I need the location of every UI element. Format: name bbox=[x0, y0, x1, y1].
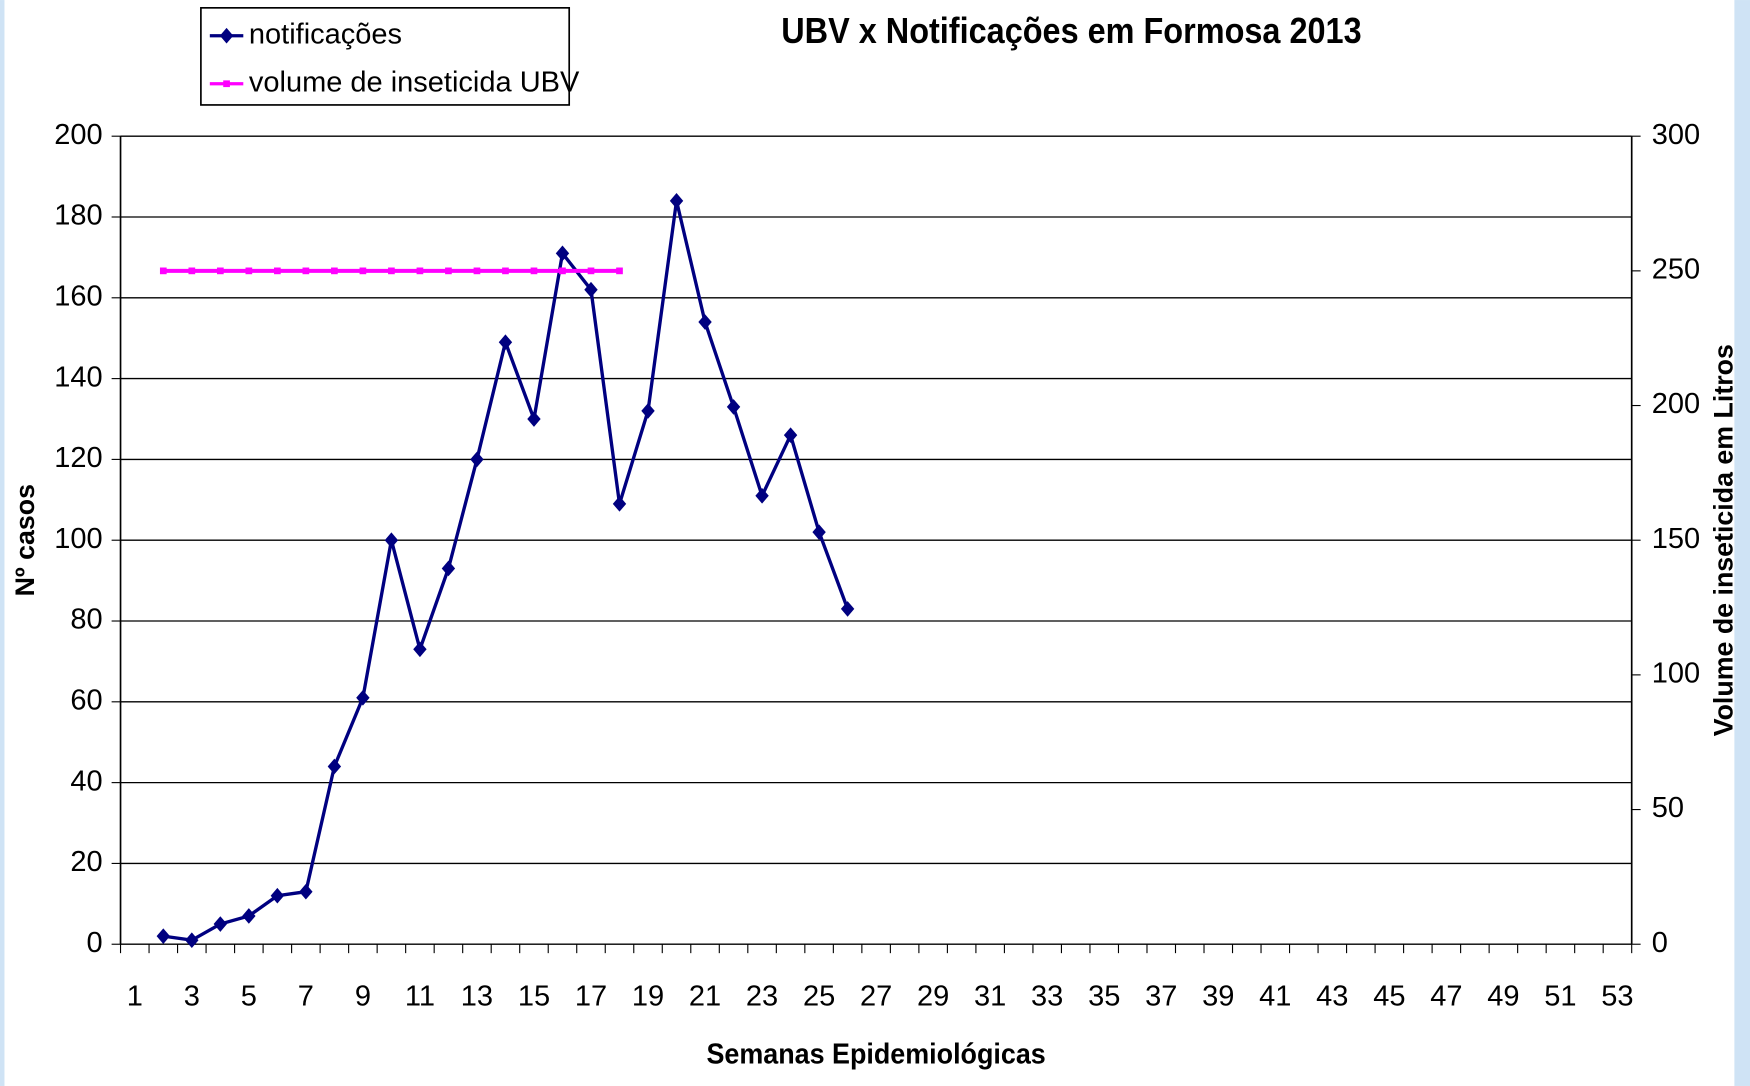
x-tick-label: 39 bbox=[1202, 980, 1234, 1012]
marker bbox=[245, 267, 253, 275]
y-tick-label: 100 bbox=[54, 523, 102, 555]
marker bbox=[213, 916, 228, 932]
marker bbox=[498, 334, 513, 351]
x-tick-label: 37 bbox=[1145, 980, 1177, 1012]
x-tick-label: 15 bbox=[518, 980, 550, 1012]
x-tick-label: 17 bbox=[575, 980, 607, 1012]
x-tick-label: 25 bbox=[803, 980, 835, 1012]
y2-axis-title: Volume de inseticida em Litros bbox=[1709, 344, 1739, 736]
frame-right bbox=[1734, 0, 1750, 1086]
x-tick-label: 49 bbox=[1487, 980, 1519, 1012]
marker bbox=[755, 487, 769, 504]
legend-box bbox=[200, 7, 571, 106]
marker bbox=[413, 641, 427, 658]
marker bbox=[188, 267, 196, 275]
marker bbox=[470, 451, 484, 468]
x-tick-label: 9 bbox=[355, 980, 371, 1012]
marker bbox=[416, 267, 424, 275]
marker bbox=[527, 411, 541, 427]
marker bbox=[698, 314, 712, 330]
marker bbox=[502, 267, 509, 275]
marker bbox=[356, 689, 370, 706]
x-tick-label: 51 bbox=[1544, 980, 1576, 1012]
series-line bbox=[163, 200, 850, 942]
y2-tick-label: 100 bbox=[1652, 658, 1700, 690]
y2-tick-label: 300 bbox=[1652, 119, 1700, 151]
marker bbox=[473, 267, 481, 275]
y-tick-label: 200 bbox=[54, 119, 102, 151]
chart-title: UBV x Notificações em Formosa 2013 bbox=[781, 11, 1361, 51]
y-tick-label: 140 bbox=[54, 361, 102, 393]
legend-marker bbox=[223, 80, 230, 88]
marker bbox=[812, 524, 826, 540]
marker bbox=[185, 932, 199, 948]
y-tick-label: 160 bbox=[54, 280, 102, 312]
x-tick-label: 35 bbox=[1088, 980, 1120, 1012]
y-tick-label: 40 bbox=[70, 765, 102, 797]
marker bbox=[331, 267, 338, 275]
marker bbox=[612, 496, 627, 512]
x-tick-label: 31 bbox=[974, 980, 1006, 1012]
marker bbox=[445, 267, 452, 275]
x-tick-label: 43 bbox=[1316, 980, 1348, 1012]
x-tick-label: 29 bbox=[917, 980, 949, 1012]
marker bbox=[783, 427, 798, 443]
y2-tick-label: 50 bbox=[1652, 792, 1684, 824]
y-tick-label: 0 bbox=[87, 927, 103, 959]
x-tick-label: 5 bbox=[241, 980, 257, 1012]
marker bbox=[840, 601, 855, 617]
marker bbox=[669, 193, 684, 209]
marker bbox=[302, 267, 310, 275]
marker bbox=[359, 267, 367, 275]
marker bbox=[388, 267, 395, 275]
y2-tick-label: 0 bbox=[1652, 927, 1668, 959]
x-tick-label: 19 bbox=[632, 980, 664, 1012]
legend-label: volume de inseticida UBV bbox=[249, 66, 580, 98]
marker bbox=[242, 908, 256, 924]
x-tick-label: 13 bbox=[461, 980, 493, 1012]
x-tick-label: 23 bbox=[746, 980, 778, 1012]
x-tick-label: 45 bbox=[1373, 980, 1405, 1012]
x-tick-label: 1 bbox=[127, 980, 143, 1012]
marker bbox=[559, 267, 566, 275]
frame-left bbox=[0, 0, 5, 1086]
y-tick-label: 80 bbox=[70, 604, 102, 636]
legend-label: notificações bbox=[249, 18, 402, 50]
x-tick-label: 7 bbox=[298, 980, 314, 1012]
y2-tick-label: 150 bbox=[1652, 523, 1700, 555]
y2-tick-label: 200 bbox=[1652, 388, 1700, 420]
marker bbox=[726, 399, 741, 415]
marker bbox=[156, 928, 171, 944]
y-tick-label: 180 bbox=[54, 200, 102, 232]
y-tick-label: 120 bbox=[54, 442, 102, 474]
marker bbox=[441, 560, 456, 577]
marker bbox=[159, 267, 167, 275]
x-tick-label: 27 bbox=[860, 980, 892, 1012]
x-tick-label: 11 bbox=[405, 980, 435, 1012]
marker bbox=[327, 758, 342, 775]
x-tick-label: 53 bbox=[1601, 980, 1633, 1012]
x-tick-label: 3 bbox=[184, 980, 200, 1012]
legend-marker bbox=[219, 27, 234, 44]
marker bbox=[384, 532, 399, 549]
marker bbox=[641, 403, 655, 419]
marker bbox=[274, 267, 281, 275]
y2-tick-label: 250 bbox=[1652, 254, 1700, 286]
marker bbox=[216, 267, 224, 275]
y-axis-title: Nº casos bbox=[10, 484, 40, 596]
marker bbox=[270, 887, 285, 904]
y-tick-label: 60 bbox=[70, 684, 102, 716]
marker bbox=[530, 267, 538, 275]
x-tick-label: 33 bbox=[1031, 980, 1063, 1012]
marker bbox=[587, 267, 595, 275]
y-tick-label: 20 bbox=[70, 846, 102, 878]
marker bbox=[616, 267, 623, 275]
x-tick-label: 41 bbox=[1259, 980, 1291, 1012]
marker bbox=[584, 281, 598, 298]
x-tick-label: 21 bbox=[689, 980, 721, 1012]
x-axis-title: Semanas Epidemiológicas bbox=[706, 1038, 1045, 1070]
marker bbox=[299, 883, 313, 900]
x-tick-label: 47 bbox=[1430, 980, 1462, 1012]
